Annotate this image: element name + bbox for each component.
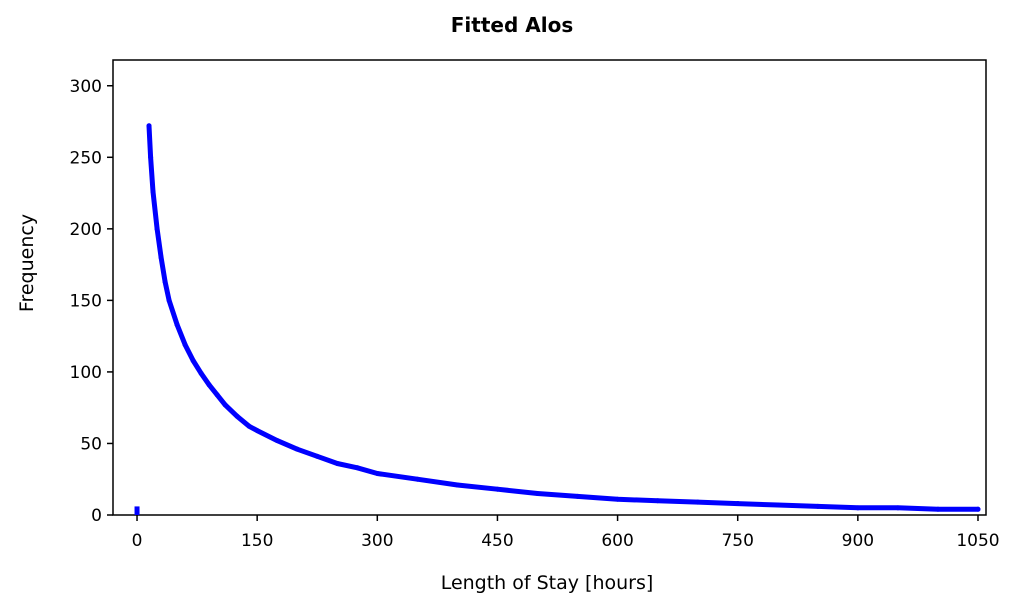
plot-area: [112, 59, 987, 516]
y-axis-label: Frequency: [16, 214, 38, 312]
curve-point: [695, 499, 701, 505]
y-tick-label: 100: [70, 363, 102, 383]
curve-point: [158, 254, 164, 260]
curve-point: [174, 322, 180, 328]
y-tick-label: 250: [70, 148, 102, 168]
curve-point: [735, 501, 741, 507]
curve-point: [374, 471, 380, 477]
x-axis: 0 150 300 450 600 750 900 1050: [132, 515, 1000, 551]
x-tick-label: 0: [132, 531, 143, 551]
curve-point: [254, 428, 260, 434]
curve-point: [414, 476, 420, 482]
curve-point: [354, 465, 360, 471]
curve-point: [198, 370, 204, 376]
curve-point: [454, 482, 460, 488]
curve-point: [222, 402, 228, 408]
curve-point: [246, 423, 252, 429]
y-tick-label: 50: [80, 434, 102, 454]
y-tick-label: 150: [70, 291, 102, 311]
x-tick-label: 750: [721, 531, 753, 551]
curve-point: [935, 506, 941, 512]
curve-point: [575, 493, 581, 499]
x-tick-label: 300: [361, 531, 393, 551]
chart-title: Fitted Alos: [451, 13, 573, 37]
curve-point: [294, 446, 300, 452]
y-tick-label: 300: [70, 77, 102, 97]
y-axis: 0 50 100 150 200 250 300: [70, 77, 113, 526]
curve-point: [655, 498, 661, 504]
curve-point: [815, 503, 821, 509]
x-tick-label: 150: [241, 531, 273, 551]
curve-point: [895, 505, 901, 511]
curve-point: [154, 226, 160, 232]
curve-point: [166, 297, 172, 303]
curve-point: [615, 496, 621, 502]
y-tick-label: 200: [70, 220, 102, 240]
curve-point: [182, 342, 188, 348]
curve-point: [534, 491, 540, 497]
x-tick-label: 900: [842, 531, 874, 551]
x-tick-label: 1050: [956, 531, 999, 551]
curve-point: [234, 413, 240, 419]
curve-point: [494, 486, 500, 492]
curve-point: [334, 460, 340, 466]
curve-point: [314, 453, 320, 459]
curve-point: [146, 123, 152, 129]
x-tick-label: 450: [481, 531, 513, 551]
curve-point: [150, 189, 156, 195]
x-tick-label: 600: [601, 531, 633, 551]
curve-point: [274, 438, 280, 444]
y-tick-label: 0: [91, 506, 102, 526]
curve-point: [190, 357, 196, 363]
fitted-curve-line: [146, 123, 981, 512]
curve-point: [206, 382, 212, 388]
x-axis-label: Length of Stay [hours]: [441, 572, 654, 594]
series-layer: [134, 123, 981, 515]
curve-point: [214, 392, 220, 398]
curve-point: [162, 279, 168, 285]
curve-point: [975, 506, 981, 512]
curve-point: [855, 505, 861, 511]
curve-point: [148, 154, 154, 160]
curve-point: [775, 502, 781, 508]
